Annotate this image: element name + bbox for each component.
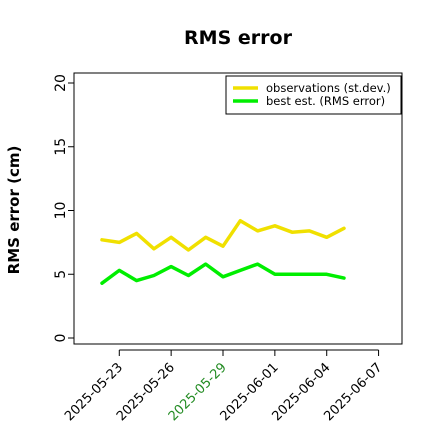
y-tick-label: 5 <box>53 270 69 279</box>
series-line-best-estimate <box>100 262 346 285</box>
y-tick-label: 15 <box>53 138 69 156</box>
y-axis-label: RMS error (cm) <box>5 146 23 275</box>
y-tick-label: 10 <box>53 202 69 220</box>
plot-frame <box>73 72 403 345</box>
legend-label-best-estimate: best est. (RMS error) <box>266 94 385 108</box>
x-axis: 2025-05-232025-05-262025-05-292025-06-01… <box>62 349 385 424</box>
chart-title: RMS error <box>184 27 293 49</box>
y-axis: 0 5 10 15 20 <box>53 74 74 342</box>
legend: observations (st.dev.) best est. (RMS er… <box>225 75 402 115</box>
y-tick-label: 0 <box>53 334 69 343</box>
series-layer <box>100 218 346 285</box>
legend-box <box>225 75 402 115</box>
series-line-observations <box>100 218 346 252</box>
y-tick-label: 20 <box>53 74 69 92</box>
legend-label-observations: observations (st.dev.) <box>266 81 391 95</box>
